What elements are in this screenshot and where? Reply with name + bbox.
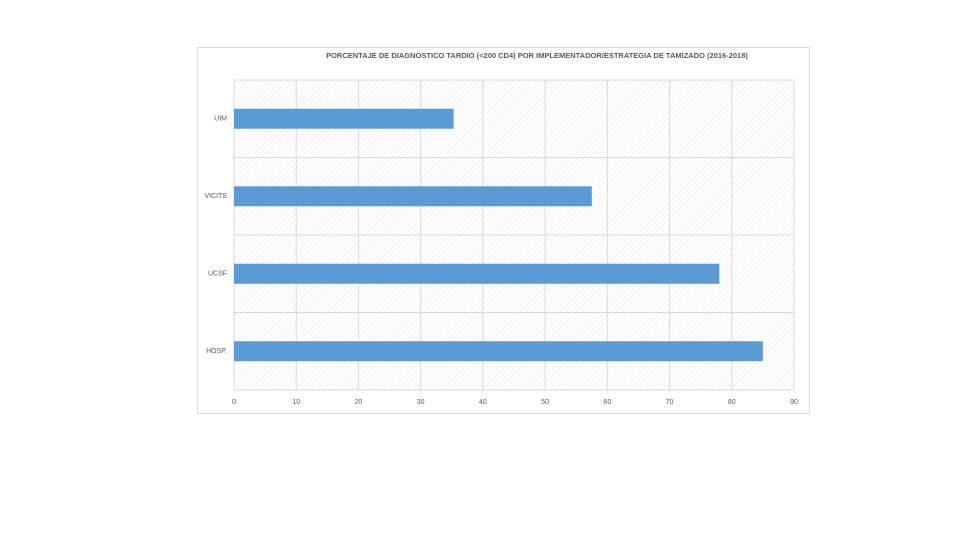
y-tick-label: UIM [214, 116, 227, 123]
x-tick-label: 10 [292, 399, 300, 406]
y-tick-label: VICITS [204, 193, 227, 200]
x-tick-label: 50 [541, 399, 549, 406]
x-tick-label: 60 [603, 399, 611, 406]
x-tick-label: 30 [417, 399, 425, 406]
x-tick-label: 70 [666, 399, 674, 406]
x-tick-label: 90 [790, 399, 798, 406]
bar [234, 108, 454, 129]
y-tick-label: UCSF [208, 271, 227, 278]
bar [234, 263, 720, 284]
chart-title: PORCENTAJE DE DIAGNOSTICO TARDIO (<200 C… [326, 51, 748, 60]
y-tick-label: HOSP. [206, 348, 227, 355]
x-tick-label: 20 [355, 399, 363, 406]
x-tick-label: 80 [728, 399, 736, 406]
x-tick-label: 40 [479, 399, 487, 406]
x-tick-label: 0 [232, 399, 236, 406]
bar [234, 186, 592, 207]
bar [234, 341, 763, 362]
